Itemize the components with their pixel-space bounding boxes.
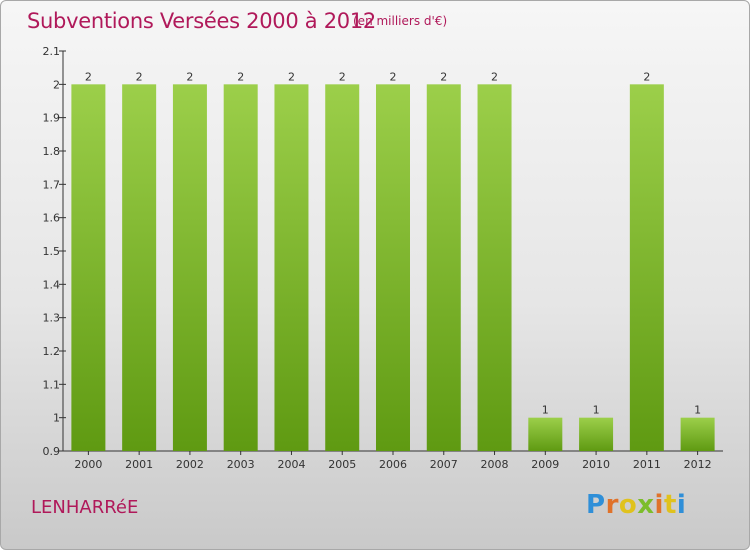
y-tick-label: 1.4 bbox=[43, 278, 61, 291]
data-label: 2 bbox=[440, 70, 447, 83]
x-tick-label: 2004 bbox=[277, 458, 305, 471]
data-label: 1 bbox=[542, 404, 549, 417]
bar-2001 bbox=[122, 84, 157, 451]
x-tick-label: 2002 bbox=[176, 458, 204, 471]
data-label: 2 bbox=[288, 70, 295, 83]
chart-unit-note: (en milliers d'€) bbox=[353, 14, 448, 28]
bar-2003 bbox=[223, 84, 258, 451]
data-label: 2 bbox=[339, 70, 346, 83]
bar-2009 bbox=[528, 417, 563, 451]
x-tick-label: 2001 bbox=[125, 458, 153, 471]
bar-2012 bbox=[680, 417, 715, 451]
y-tick-label: 1.8 bbox=[43, 145, 61, 158]
x-tick-label: 2011 bbox=[633, 458, 661, 471]
data-label: 2 bbox=[643, 70, 650, 83]
x-tick-label: 2007 bbox=[430, 458, 458, 471]
y-tick-label: 1.1 bbox=[43, 378, 61, 391]
x-tick-label: 2003 bbox=[227, 458, 255, 471]
bar-2007 bbox=[426, 84, 461, 451]
data-label: 1 bbox=[593, 404, 600, 417]
data-label: 2 bbox=[85, 70, 92, 83]
y-tick-label: 1.6 bbox=[43, 212, 61, 225]
bar-2002 bbox=[172, 84, 207, 451]
bar-2000 bbox=[71, 84, 106, 451]
y-tick-label: 1.2 bbox=[43, 345, 61, 358]
bar-2006 bbox=[376, 84, 410, 451]
y-tick-label: 1.5 bbox=[43, 245, 61, 258]
x-tick-label: 2006 bbox=[379, 458, 407, 471]
y-tick-label: 1.3 bbox=[43, 312, 61, 325]
data-label: 2 bbox=[491, 70, 498, 83]
y-tick-label: 0.9 bbox=[43, 445, 61, 458]
bar-2011 bbox=[629, 84, 664, 451]
x-tick-label: 2008 bbox=[481, 458, 509, 471]
y-tick-label: 2 bbox=[53, 78, 60, 91]
x-tick-label: 2010 bbox=[582, 458, 610, 471]
x-tick-label: 2005 bbox=[328, 458, 356, 471]
chart-bars bbox=[71, 84, 715, 451]
data-label: 1 bbox=[694, 404, 701, 417]
commune-name: LENHARRéE bbox=[31, 497, 139, 518]
proxiti-logo[interactable]: Proxiti bbox=[586, 490, 687, 520]
bar-2008 bbox=[477, 84, 512, 451]
chart-title: Subventions Versées 2000 à 2012 bbox=[27, 9, 376, 33]
bar-2005 bbox=[325, 84, 360, 451]
data-label: 2 bbox=[186, 70, 193, 83]
y-tick-label: 1.9 bbox=[43, 112, 61, 125]
data-label: 2 bbox=[237, 70, 244, 83]
x-tick-label: 2009 bbox=[531, 458, 559, 471]
bar-2010 bbox=[579, 417, 614, 451]
bar-2004 bbox=[274, 84, 309, 451]
chart-labels: 2 2000 2 2001 2 2002 2 2003 2 2004 2 2005 2 2006 2 2007… bbox=[74, 70, 711, 471]
y-tick-label: 2.1 bbox=[43, 45, 61, 58]
data-label: 2 bbox=[136, 70, 143, 83]
y-tick-label: 1 bbox=[53, 412, 60, 425]
x-tick-label: 2000 bbox=[74, 458, 102, 471]
y-tick-label: 1.7 bbox=[43, 178, 61, 191]
data-label: 2 bbox=[390, 70, 397, 83]
x-tick-label: 2012 bbox=[684, 458, 712, 471]
